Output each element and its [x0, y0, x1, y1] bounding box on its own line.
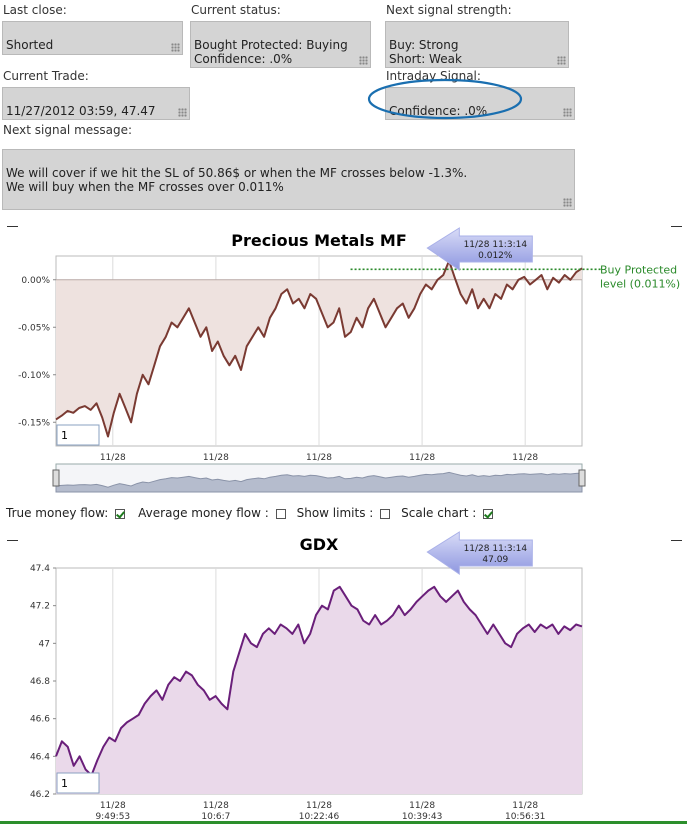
reference-line-label: level (0.011%)	[600, 277, 680, 290]
navigator-left-handle[interactable]	[52, 469, 60, 487]
collapse-icon[interactable]	[671, 540, 682, 541]
navigator-series	[55, 471, 583, 493]
y-tick-label: 0.00%	[21, 276, 50, 286]
zoom-input-value: 1	[61, 429, 68, 442]
average-money-flow-checkbox[interactable]	[275, 509, 286, 519]
resize-grip-icon[interactable]	[359, 56, 368, 65]
x-tick-time: 10:6:7	[201, 812, 230, 820]
y-tick-label: -0.10%	[18, 371, 50, 381]
series-line	[55, 585, 583, 777]
next-signal-message-field[interactable]: We will cover if we hit the SL of 50.86$…	[2, 149, 575, 210]
y-tick-label: 46.2	[30, 790, 50, 800]
next-signal-strength-label: Next signal strength:	[386, 3, 512, 17]
scale-chart-label: Scale chart :	[401, 506, 477, 520]
zoom-input-value: 1	[61, 777, 68, 790]
zoom-input[interactable]	[56, 772, 100, 794]
y-tick-label: 46.8	[30, 677, 50, 687]
reference-line-label: Buy Protected	[600, 263, 677, 276]
average-money-flow-label: Average money flow :	[138, 506, 269, 520]
intraday-signal-field[interactable]: Confidence: .0%	[385, 87, 575, 120]
collapse-icon[interactable]	[7, 226, 18, 227]
series-area	[56, 260, 582, 437]
chart-options-row: True money flow: Average money flow : Sh…	[6, 506, 496, 520]
x-tick-date: 11/28	[100, 801, 126, 811]
next-signal-strength-value: Buy: Strong Short: Weak	[389, 38, 462, 66]
resize-grip-icon[interactable]	[178, 108, 187, 117]
current-status-value: Bought Protected: Buying Confidence: .0%	[194, 38, 348, 66]
next-signal-message-value: We will cover if we hit the SL of 50.86$…	[6, 166, 468, 194]
current-trade-label: Current Trade:	[3, 69, 89, 83]
x-tick-time: 10:22:46	[299, 812, 340, 820]
series-area	[56, 586, 582, 794]
show-limits-label: Show limits :	[296, 506, 374, 520]
x-tick-date: 11/28	[306, 801, 332, 811]
x-tick-date: 11/28	[100, 453, 126, 463]
current-trade-value: 11/27/2012 03:59, 47.47	[6, 104, 156, 118]
next-signal-message-label: Next signal message:	[3, 123, 133, 137]
collapse-icon[interactable]	[671, 226, 682, 227]
y-tick-label: 47	[39, 639, 50, 649]
tooltip-arrow-shape	[426, 531, 533, 575]
navigator-right-handle[interactable]	[578, 469, 586, 487]
y-tick-label: 47.2	[30, 602, 50, 612]
tooltip-time: 11/28 11:3:14	[464, 544, 528, 554]
tooltip-time: 11/28 11:3:14	[464, 240, 528, 250]
x-tick-date: 11/28	[203, 801, 229, 811]
y-tick-label: 46.6	[30, 715, 50, 725]
x-tick-date: 11/28	[409, 801, 435, 811]
last-close-field[interactable]: Shorted	[2, 21, 183, 55]
zoom-input[interactable]	[56, 424, 100, 446]
x-tick-date: 11/28	[203, 453, 229, 463]
x-tick-date: 11/28	[512, 801, 538, 811]
y-tick-label: 47.4	[30, 564, 50, 574]
y-tick-label: -0.05%	[18, 323, 50, 333]
x-tick-date: 11/28	[306, 453, 332, 463]
x-tick-time: 10:56:31	[505, 812, 545, 820]
y-tick-label: 46.4	[30, 752, 50, 762]
current-status-label: Current status:	[191, 3, 281, 17]
series-line	[55, 259, 583, 438]
last-close-value: Shorted	[6, 38, 54, 52]
true-money-flow-label: True money flow:	[6, 506, 109, 520]
tooltip-arrow	[426, 531, 533, 575]
resize-grip-icon[interactable]	[563, 198, 572, 207]
precious-metals-mf-chart: Precious Metals MF11/289:49:5311/2810:6:…	[18, 227, 680, 493]
bottom-border	[0, 821, 687, 824]
intraday-signal-value: Confidence: .0%	[389, 104, 488, 118]
intraday-signal-label: Intraday Signal:	[386, 69, 481, 83]
current-trade-field[interactable]: 11/27/2012 03:59, 47.47	[2, 87, 190, 120]
current-status-field[interactable]: Bought Protected: Buying Confidence: .0%	[190, 21, 371, 68]
tooltip-arrow-shape	[426, 227, 533, 271]
tooltip-arrow	[426, 227, 533, 271]
y-tick-label: -0.15%	[18, 418, 50, 428]
x-tick-time: 10:39:43	[402, 812, 442, 820]
show-limits-checkbox[interactable]	[380, 509, 391, 519]
scale-chart-checkbox[interactable]	[483, 509, 494, 519]
resize-grip-icon[interactable]	[557, 56, 566, 65]
last-close-label: Last close:	[3, 3, 67, 17]
tooltip-value: 0.012%	[478, 251, 513, 261]
x-tick-date: 11/28	[409, 453, 435, 463]
next-signal-strength-field[interactable]: Buy: Strong Short: Weak	[385, 21, 569, 68]
x-tick-date: 11/28	[512, 453, 538, 463]
true-money-flow-checkbox[interactable]	[115, 509, 126, 519]
chart-title: Precious Metals MF	[231, 231, 407, 250]
x-tick-time: 9:49:53	[95, 812, 130, 820]
chart-title: GDX	[300, 535, 339, 554]
tooltip-value: 47.09	[482, 555, 508, 565]
gdx-chart: GDX11/289:49:5311/2810:6:711/2810:22:461…	[30, 531, 583, 820]
collapse-icon[interactable]	[7, 540, 18, 541]
resize-grip-icon[interactable]	[563, 108, 572, 117]
resize-grip-icon[interactable]	[171, 43, 180, 52]
